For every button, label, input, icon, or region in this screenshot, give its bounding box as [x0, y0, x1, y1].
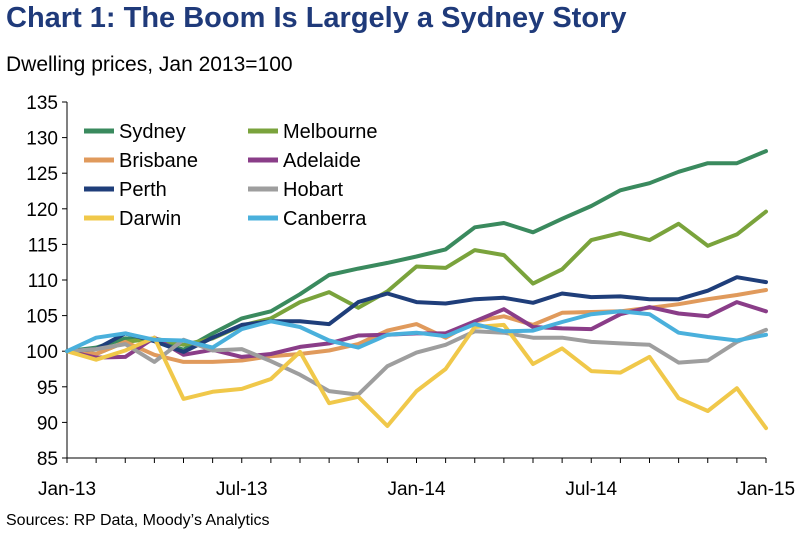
legend-label-canberra: Canberra	[283, 208, 367, 230]
series-line-perth	[65, 275, 768, 354]
y-tick-label: 125	[26, 164, 58, 185]
source-note: Sources: RP Data, Moody’s Analytics	[6, 512, 270, 529]
x-tick-label: Jul-14	[565, 479, 617, 500]
y-tick-label: 95	[37, 378, 58, 399]
series-line-canberra	[65, 309, 768, 354]
chart-subtitle: Dwelling prices, Jan 2013=100	[6, 53, 293, 76]
y-tick-label: 135	[26, 93, 58, 114]
x-tick-label: Jan-13	[38, 479, 96, 500]
x-tick-label: Jan-14	[387, 479, 446, 500]
legend-label-adelaide: Adelaide	[283, 150, 361, 172]
y-tick-label: 105	[26, 307, 58, 328]
x-tick-label: Jul-13	[216, 479, 268, 500]
series-line-darwin	[65, 322, 768, 431]
series-line-melbourne	[65, 209, 768, 356]
legend-label-melbourne: Melbourne	[283, 121, 378, 143]
y-tick-label: 90	[37, 413, 58, 434]
legend-label-hobart: Hobart	[283, 179, 343, 201]
legend-label-perth: Perth	[119, 179, 167, 201]
legend-label-brisbane: Brisbane	[119, 150, 198, 172]
legend-label-darwin: Darwin	[119, 208, 181, 230]
chart-title: Chart 1: The Boom Is Largely a Sydney St…	[6, 2, 627, 34]
y-tick-label: 110	[28, 271, 58, 292]
y-tick-label: 115	[28, 235, 58, 256]
y-tick-label: 85	[37, 449, 58, 470]
y-tick-label: 130	[26, 129, 58, 150]
legend-label-sydney: Sydney	[119, 121, 186, 143]
y-tick-label: 100	[26, 342, 58, 363]
y-tick-label: 120	[26, 200, 58, 221]
x-tick-label: Jan-15	[737, 479, 795, 500]
